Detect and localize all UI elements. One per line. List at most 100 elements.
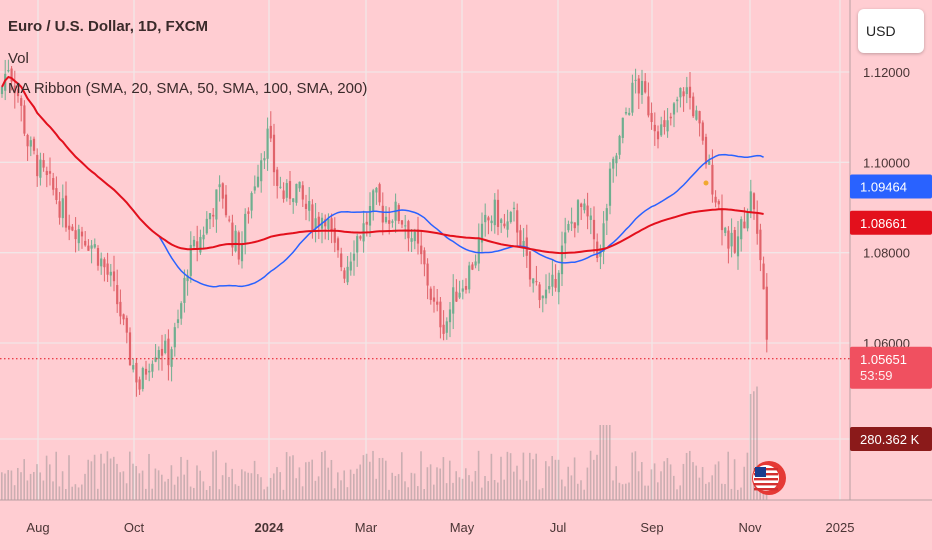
volume-bar (295, 478, 297, 500)
volume-bar (292, 455, 294, 500)
candle-body (119, 301, 122, 317)
volume-bar (305, 462, 307, 500)
candle-body (426, 263, 429, 286)
candle-body (365, 221, 368, 225)
candle-body (669, 116, 672, 119)
candle-body (45, 170, 48, 176)
candle-body (39, 159, 42, 178)
volume-legend[interactable]: Vol (8, 50, 29, 67)
volume-bar (397, 474, 400, 500)
candle-body (36, 154, 39, 177)
volume-bar (474, 470, 477, 500)
symbol-title[interactable]: Euro / U.S. Dollar, 1D, FXCM (8, 18, 209, 35)
volume-bar (564, 486, 566, 500)
candle-body (148, 370, 151, 373)
candle-body (212, 214, 215, 217)
candle-body (199, 236, 202, 253)
volume-bar (647, 485, 649, 500)
candle-body (736, 236, 740, 257)
volume-bar (116, 463, 118, 500)
candle-body (516, 210, 519, 233)
volume-bar (577, 483, 579, 500)
volume-bar (327, 467, 329, 500)
volume-bar (266, 486, 269, 500)
candle-body (170, 349, 173, 367)
price-badge-label: 1.08661 (860, 216, 907, 231)
volume-bar (122, 471, 125, 500)
volume-bar (100, 453, 102, 500)
volume-bar (10, 470, 13, 500)
candle-body (173, 327, 176, 348)
volume-bar (388, 489, 390, 500)
volume-bar (529, 452, 531, 500)
volume-bar (212, 451, 214, 500)
candle-body (496, 199, 500, 227)
candle-body (452, 287, 455, 314)
volume-bar (61, 471, 64, 500)
volume-bar (605, 425, 608, 500)
candle-body (314, 218, 317, 229)
volume-bar (551, 456, 553, 500)
volume-bar (1, 472, 3, 500)
price-badge-label: 1.05651 (860, 352, 907, 367)
volume-bar (225, 462, 227, 500)
volume-bar (634, 451, 637, 500)
candle-body (253, 186, 256, 191)
price-badge (850, 427, 932, 451)
candle-body (372, 190, 375, 211)
volume-bar (209, 486, 211, 500)
volume-bar (493, 480, 496, 500)
time-tick-label: Mar (355, 520, 378, 535)
candle-body (196, 241, 199, 249)
volume-bar (410, 472, 413, 500)
candle-body (112, 271, 116, 282)
volume-bar (593, 459, 595, 500)
volume-bar (762, 488, 765, 500)
volume-bar (631, 452, 633, 500)
volume-bar (554, 459, 557, 500)
candle-body (554, 278, 557, 288)
volume-bar (282, 489, 285, 500)
currency-button[interactable]: USD (858, 9, 924, 53)
candle-body (71, 226, 74, 231)
candle-body (384, 216, 388, 223)
volume-bar (42, 480, 45, 500)
candle-body (349, 261, 352, 271)
volume-bar (65, 489, 67, 500)
volume-bar (628, 482, 630, 500)
candle-body (90, 245, 93, 249)
candle-body (32, 138, 36, 151)
candle-body (541, 295, 544, 299)
volume-bar (269, 477, 272, 500)
volume-bar (525, 480, 528, 500)
volume-bar (375, 478, 377, 500)
ma-ribbon-legend[interactable]: MA Ribbon (SMA, 20, SMA, 50, SMA, 100, S… (8, 80, 368, 97)
candle-body (80, 231, 84, 237)
moving-average-lines (1, 75, 764, 288)
candle-body (724, 227, 727, 233)
candle-body (0, 86, 4, 95)
candle-body (400, 220, 404, 225)
candle-body (455, 291, 458, 302)
volume-bar (615, 466, 617, 500)
candle-body (701, 122, 704, 141)
volume-bar (173, 484, 176, 500)
volume-bar (321, 452, 323, 500)
volume-bar (308, 461, 310, 500)
candle-body (160, 348, 164, 356)
volume-bar (289, 456, 291, 500)
us-flag-icon[interactable] (752, 461, 786, 495)
candle-body (276, 169, 279, 186)
time-axis[interactable]: Aug Oct 2024 Mar May Jul Sep Nov 2025 (0, 499, 932, 535)
flag-canton (755, 467, 766, 477)
candle-body (749, 191, 752, 214)
candle-body (637, 78, 640, 94)
volume-bar (125, 483, 128, 500)
volume-bar (458, 477, 461, 500)
candle-body (109, 271, 112, 276)
candle-body (336, 238, 340, 251)
candle-body (759, 229, 762, 261)
volume-bar (439, 468, 441, 500)
